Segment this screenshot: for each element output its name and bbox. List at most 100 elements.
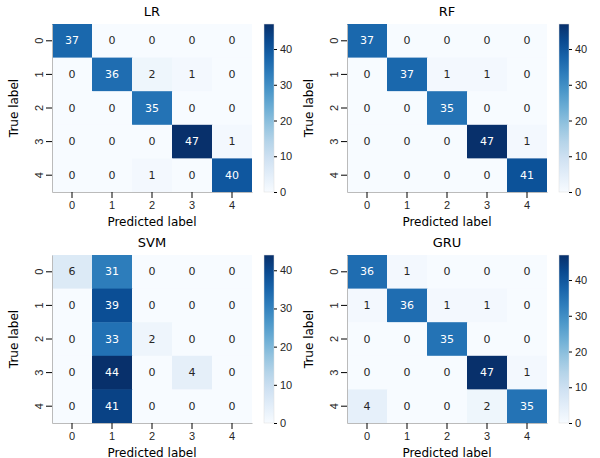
cell-label: 47 xyxy=(185,135,199,148)
x-tick-label: 1 xyxy=(109,430,115,442)
cell-label: 0 xyxy=(484,265,491,278)
colorbar-tick: 10 xyxy=(274,150,292,162)
y-tick-mark xyxy=(46,271,52,272)
cell-label: 0 xyxy=(189,333,196,346)
cell xyxy=(52,322,93,356)
x-tick-mark xyxy=(527,192,528,198)
y-tick-label: 0 xyxy=(33,38,45,44)
colorbar-tick-label: 30 xyxy=(280,79,292,91)
cell-label: 0 xyxy=(364,135,371,148)
colorbar-tick-mark xyxy=(274,192,277,193)
cell-label: 0 xyxy=(109,34,116,47)
y-tick-label: 1 xyxy=(328,71,340,77)
colorbar: 010203040 xyxy=(559,255,587,429)
cell-label: 0 xyxy=(404,366,411,379)
colorbar-tick: 10 xyxy=(274,379,292,391)
cell-label: 35 xyxy=(440,333,454,346)
cell xyxy=(52,125,93,159)
cell-label: 1 xyxy=(404,265,411,278)
colorbar-tick-label: 40 xyxy=(575,274,587,286)
colorbar-tick-mark xyxy=(274,270,277,271)
colorbar-tick-label: 30 xyxy=(575,310,587,322)
cell xyxy=(427,158,468,192)
x-tick-label: 2 xyxy=(444,430,450,442)
cell xyxy=(172,58,213,92)
cells xyxy=(347,255,547,423)
colorbar-tick-mark xyxy=(569,192,572,193)
cell-label: 0 xyxy=(149,135,156,148)
cell-label: 0 xyxy=(69,169,76,182)
cell-label: 0 xyxy=(189,265,196,278)
cell-label: 0 xyxy=(229,34,236,47)
y-axis: 01234 xyxy=(328,256,348,424)
cell-label: 0 xyxy=(364,169,371,182)
cell xyxy=(507,58,547,92)
x-tick-label: 3 xyxy=(189,199,195,211)
cell xyxy=(467,24,508,58)
y-tick: 2 xyxy=(328,336,347,342)
y-tick: 4 xyxy=(328,172,347,178)
colorbar-tick: 20 xyxy=(274,341,292,353)
cell-label: 31 xyxy=(105,265,119,278)
cell-label: 0 xyxy=(189,34,196,47)
cell-label: 0 xyxy=(364,68,371,81)
colorbar-tick: 20 xyxy=(569,115,587,127)
cell xyxy=(507,24,547,58)
x-axis: 01234 xyxy=(348,192,548,211)
x-tick: 2 xyxy=(149,192,155,211)
cell xyxy=(52,91,93,125)
panel: 3700000371100035000004710000410123401234… xyxy=(302,4,587,229)
colorbar-axis-line xyxy=(274,256,275,424)
cell xyxy=(467,58,508,92)
y-tick-label: 4 xyxy=(328,172,340,178)
y-tick-label: 2 xyxy=(328,105,340,111)
cell xyxy=(132,125,173,159)
y-tick-mark xyxy=(341,175,347,176)
cell-label: 47 xyxy=(480,366,494,379)
cell xyxy=(467,91,508,125)
cell-label: 0 xyxy=(189,169,196,182)
x-tick: 4 xyxy=(229,423,235,442)
x-tick-label: 2 xyxy=(444,199,450,211)
cell xyxy=(132,158,173,192)
colorbar-tick: 40 xyxy=(569,43,587,55)
colorbar-tick: 30 xyxy=(569,79,587,91)
x-tick: 4 xyxy=(524,192,530,211)
colorbar: 010203040 xyxy=(264,24,292,198)
x-axis: 01234 xyxy=(348,423,548,442)
cell xyxy=(347,91,388,125)
cell xyxy=(92,356,133,390)
x-tick-mark xyxy=(487,423,488,429)
y-tick: 0 xyxy=(33,269,52,275)
panel: 3610001361100035000004714002350123401234… xyxy=(302,235,587,458)
x-axis-title: Predicted label xyxy=(107,215,196,229)
x-tick-label: 1 xyxy=(404,430,410,442)
x-axis: 01234 xyxy=(53,192,253,211)
y-tick-label: 2 xyxy=(328,336,340,342)
y-tick: 4 xyxy=(328,403,347,409)
cell-label: 1 xyxy=(229,135,236,148)
cell xyxy=(347,58,388,92)
cell xyxy=(467,356,508,390)
cell xyxy=(507,289,547,323)
colorbar-tick-mark xyxy=(274,49,277,50)
cell-label: 4 xyxy=(364,400,371,413)
cell-label: 1 xyxy=(189,68,196,81)
y-axis-title: True label xyxy=(302,310,316,369)
cell-label: 0 xyxy=(444,34,451,47)
cell-label: 0 xyxy=(149,265,156,278)
cell xyxy=(172,125,213,159)
y-tick-mark xyxy=(341,271,347,272)
x-tick-mark xyxy=(192,423,193,429)
colorbar-tick: 0 xyxy=(274,417,286,429)
y-axis-line xyxy=(52,256,53,424)
colorbar-tick: 0 xyxy=(274,186,286,198)
cell-label: 41 xyxy=(105,400,119,413)
colorbar-tick: 40 xyxy=(274,264,292,276)
x-tick-label: 3 xyxy=(484,430,490,442)
colorbar: 010203040 xyxy=(264,255,292,429)
y-tick: 3 xyxy=(33,139,52,145)
y-axis: 01234 xyxy=(328,25,348,193)
cell xyxy=(347,255,388,289)
cell-label: 0 xyxy=(69,102,76,115)
